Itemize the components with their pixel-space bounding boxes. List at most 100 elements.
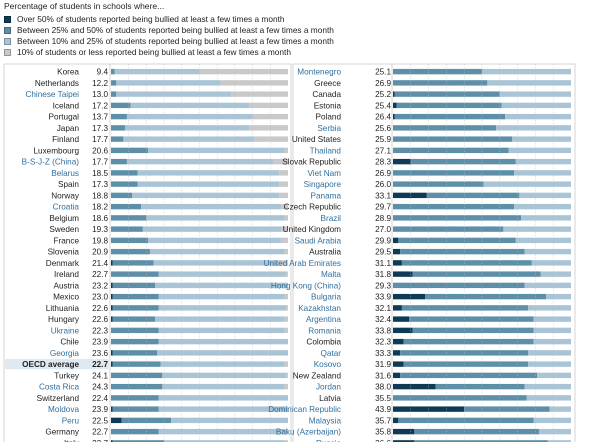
bar-segment — [132, 192, 280, 199]
panel-frame — [292, 63, 576, 442]
category-label: Denmark — [46, 259, 80, 268]
bar-segment — [284, 316, 288, 322]
category-label: Chile — [60, 338, 79, 347]
category-label: Mexico — [53, 293, 79, 302]
value-label: 21.4 — [92, 259, 108, 268]
bar-segment — [524, 248, 571, 255]
bar-segment — [284, 361, 288, 367]
bar-segment — [125, 125, 250, 131]
bar-segment — [496, 125, 571, 131]
bar-segment — [284, 383, 288, 390]
category-label: Canada — [312, 90, 341, 99]
category-label: Dominican Republic — [268, 405, 341, 414]
oecd-highlight — [5, 359, 109, 370]
category-label: Belarus — [51, 169, 79, 178]
bar-segment — [111, 91, 117, 97]
bar-segment — [254, 136, 288, 142]
value-label: 22.6 — [92, 304, 108, 313]
legend-item-over-50: Over 50% of students reported being bull… — [4, 14, 285, 24]
bar-segment — [126, 158, 274, 165]
bar-segment — [284, 428, 288, 435]
value-label: 43.9 — [375, 405, 391, 414]
bar-segment — [531, 260, 571, 266]
category-label: Saudi Arabia — [295, 236, 342, 245]
bar-segment — [111, 260, 113, 266]
bar-segment — [393, 80, 488, 86]
bar-segment — [137, 170, 280, 176]
bar-segment — [111, 181, 138, 187]
category-label: France — [54, 236, 80, 245]
value-label: 18.8 — [92, 191, 108, 200]
legend-swatch — [4, 37, 11, 45]
bar-segment — [112, 282, 156, 289]
bar-segment — [393, 181, 484, 187]
bar-segment — [286, 406, 288, 412]
value-label: 13.7 — [92, 113, 108, 122]
bar-segment — [116, 91, 232, 97]
bar-segment — [116, 80, 221, 86]
bar-segment — [111, 372, 163, 379]
bar-segment — [435, 383, 525, 390]
value-label: 35.8 — [375, 428, 391, 437]
bar-segment — [284, 215, 288, 221]
value-label: 22.7 — [92, 270, 108, 279]
category-label: Czech Republic — [284, 203, 341, 212]
bar-segment — [393, 68, 482, 75]
bar-segment — [157, 350, 288, 356]
category-label: Peru — [62, 416, 80, 425]
bar-segment — [393, 395, 527, 401]
bar-segment — [158, 327, 285, 334]
bar-segment — [414, 428, 539, 435]
bar-segment — [111, 305, 113, 311]
bar-segment — [393, 338, 404, 345]
bar-segment — [394, 113, 506, 120]
bar-segment — [508, 147, 571, 154]
bar-segment — [141, 203, 281, 210]
bar-segment — [279, 170, 288, 176]
value-label: 18.2 — [92, 203, 108, 212]
value-label: 36.6 — [375, 439, 391, 442]
value-label: 25.2 — [375, 90, 391, 99]
value-label: 29.9 — [375, 236, 391, 245]
category-label: Luxembourg — [33, 146, 79, 155]
chart-panel-1: Korea 9.4 Netherlands 12.2 Chinese Taipei 13.… — [3, 63, 292, 442]
bar-segment — [514, 170, 571, 176]
category-label: Latvia — [319, 394, 341, 403]
bar-segment — [393, 192, 427, 199]
value-label: 18.5 — [92, 169, 108, 178]
bar-segment — [249, 125, 288, 131]
category-label: Costa Rica — [39, 383, 79, 392]
bar-segment — [277, 260, 288, 266]
bar-segment — [393, 215, 522, 221]
category-label: Lithuania — [46, 304, 80, 313]
bar-segment — [526, 395, 571, 401]
bar-segment — [112, 260, 154, 266]
category-label: Japan — [57, 124, 80, 133]
bar-segment — [499, 91, 571, 97]
value-label: 26.0 — [375, 180, 391, 189]
bar-segment — [114, 68, 200, 75]
bar-segment — [393, 203, 515, 210]
bar-segment — [393, 271, 413, 277]
bar-segment — [393, 417, 399, 424]
category-label: Finland — [52, 135, 79, 144]
bar-segment — [111, 316, 113, 322]
bar-segment — [400, 372, 538, 379]
bar-segment — [279, 181, 288, 187]
bar-segment — [111, 192, 133, 199]
bar-segment — [111, 226, 143, 232]
bar-segment — [280, 237, 288, 244]
bar-segment — [393, 237, 399, 244]
bar-segment — [519, 192, 571, 199]
category-label: Slovenia — [48, 248, 80, 257]
bar-segment — [160, 361, 285, 367]
category-label: Netherlands — [35, 79, 79, 88]
bar-segment — [284, 293, 288, 300]
bar-segment — [284, 147, 288, 154]
value-label: 22.7 — [92, 360, 108, 369]
bar-segment — [528, 305, 571, 311]
legend-label: Between 10% and 25% of students reported… — [17, 36, 334, 46]
bar-segment — [524, 282, 571, 289]
bar-segment — [111, 440, 113, 442]
bar-segment — [537, 372, 571, 379]
